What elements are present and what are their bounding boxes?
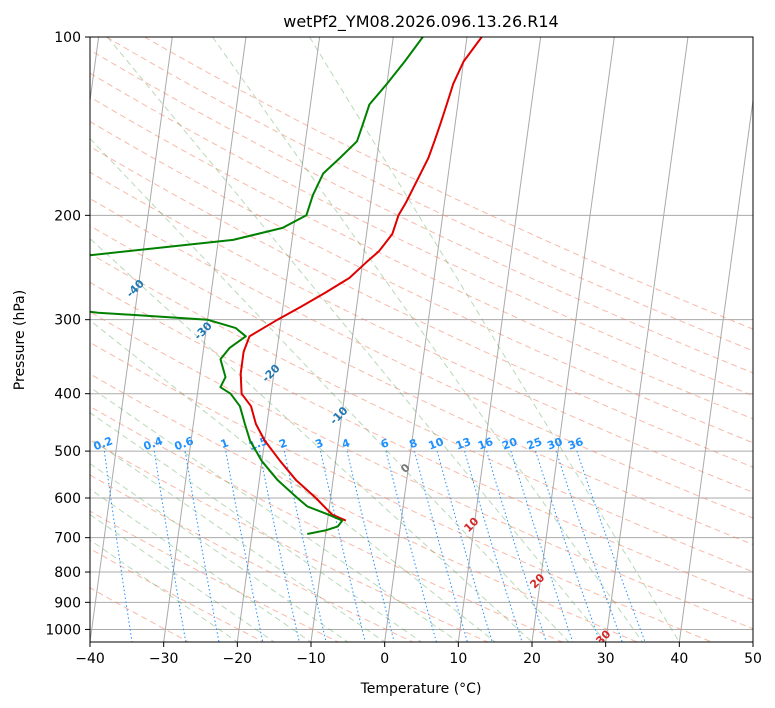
moist-adiabat xyxy=(107,37,607,642)
isotherm-line xyxy=(384,37,468,642)
mixing-ratio-label: 3 xyxy=(313,436,325,451)
y-tick-label: 600 xyxy=(54,491,81,507)
mixing-ratio-label: 0.6 xyxy=(173,434,196,453)
plot-area: 0.10.20.40.611.52346810131620253036-100-… xyxy=(90,37,753,642)
dry-adiabat xyxy=(90,474,414,642)
plot-frame xyxy=(89,36,754,643)
mixing-ratio-line xyxy=(510,450,574,642)
dry-adiabat xyxy=(90,171,753,493)
mixing-ratio-line xyxy=(414,450,468,642)
mixing-ratio-label: 13 xyxy=(454,435,473,452)
x-tick-label: 50 xyxy=(744,651,762,667)
mixing-ratio-label: 0.4 xyxy=(142,434,165,453)
mixing-ratio-label: 30 xyxy=(545,435,564,453)
x-tick-label: 40 xyxy=(670,651,688,667)
dry-adiabat xyxy=(90,198,753,519)
x-axis-label: Temperature (°C) xyxy=(360,681,482,697)
dry-adiabat xyxy=(90,439,488,642)
y-tick-label: 100 xyxy=(54,30,81,46)
x-tick-label: 30 xyxy=(597,651,615,667)
mixing-ratio-label: 1 xyxy=(219,436,231,451)
y-axis-label: Pressure (hPa) xyxy=(12,290,28,390)
x-axis: −40 −30 −20 −10 0 10 20 30 40 50 xyxy=(75,642,762,667)
dry-adiabat xyxy=(90,548,264,642)
mixing-ratio-line xyxy=(259,451,300,642)
mixing-ratio-label: 10 xyxy=(427,435,446,453)
dry-adiabat xyxy=(144,37,753,330)
mixing-ratio-line xyxy=(385,450,437,642)
sounding-line-1 xyxy=(239,37,483,522)
mixing-ratio-line xyxy=(555,450,623,642)
mixing-ratio-label: 6 xyxy=(379,436,391,451)
mixing-ratio-label: 20 xyxy=(500,435,519,453)
y-tick-label: 900 xyxy=(54,595,81,611)
y-tick-label: 700 xyxy=(54,531,81,547)
dry-adiabat xyxy=(90,373,638,642)
x-tick-label: −40 xyxy=(75,651,105,667)
mixing-ratio-line xyxy=(436,450,493,642)
y-tick-label: 200 xyxy=(54,208,81,224)
moist-adiabat xyxy=(90,137,570,642)
mixing-ratio-label: 4 xyxy=(340,436,352,451)
x-tick-label: 10 xyxy=(449,651,467,667)
mixing-ratio-line xyxy=(464,450,523,642)
mixing-ratio-line xyxy=(535,450,601,642)
x-tick-label: 0 xyxy=(380,651,389,667)
y-tick-label: 500 xyxy=(54,444,81,460)
y-tick-label: 400 xyxy=(54,387,81,403)
x-tick-label: −20 xyxy=(223,651,253,667)
y-tick-label: 1000 xyxy=(45,622,81,638)
isotherm-line xyxy=(457,37,542,642)
dry-adiabat xyxy=(106,37,753,352)
x-tick-label: 20 xyxy=(523,651,541,667)
mixing-ratio-label: 0.2 xyxy=(92,434,115,453)
y-tick-label: 300 xyxy=(54,313,81,329)
sounding-line-2 xyxy=(90,37,424,535)
mixing-ratio-label: 36 xyxy=(566,435,585,453)
isotherm-line xyxy=(90,37,173,642)
x-tick-label: −30 xyxy=(149,651,179,667)
mixing-ratio-label: 16 xyxy=(476,435,495,453)
moist-adiabat xyxy=(90,463,349,642)
mixing-ratio-line xyxy=(346,450,395,642)
moist-adiabat xyxy=(90,238,533,642)
isotherm-line xyxy=(236,37,321,642)
dry-adiabat xyxy=(90,225,753,546)
isotherm-line xyxy=(163,37,247,642)
x-tick-label: −10 xyxy=(296,651,326,667)
chart-title: wetPf2_YM08.2026.096.13.26.R14 xyxy=(283,12,558,32)
isotherm-line xyxy=(678,96,753,642)
mixing-ratio-label: 25 xyxy=(525,435,544,452)
mixing-ratio-label: 2 xyxy=(277,436,289,451)
mixing-ratio-line xyxy=(103,451,133,642)
mixing-ratio-line xyxy=(225,451,264,642)
dry-adiabat xyxy=(90,405,563,642)
isotherm-line xyxy=(605,37,689,642)
mixing-ratio-line xyxy=(320,450,366,642)
isotherm-line xyxy=(531,37,615,642)
moist-adiabat xyxy=(90,319,496,642)
y-tick-label: 800 xyxy=(54,565,81,581)
dry-adiabat xyxy=(90,587,190,642)
mixing-ratio-label: 8 xyxy=(407,436,419,451)
moist-adiabat xyxy=(90,386,459,642)
moist-adiabat xyxy=(90,412,422,642)
moist-adiabat xyxy=(90,437,385,642)
mixing-ratio-line xyxy=(486,450,547,642)
y-axis: 100 200 300 400 500 600 700 800 900 1000 xyxy=(45,30,90,638)
moist-adiabat xyxy=(212,37,643,642)
